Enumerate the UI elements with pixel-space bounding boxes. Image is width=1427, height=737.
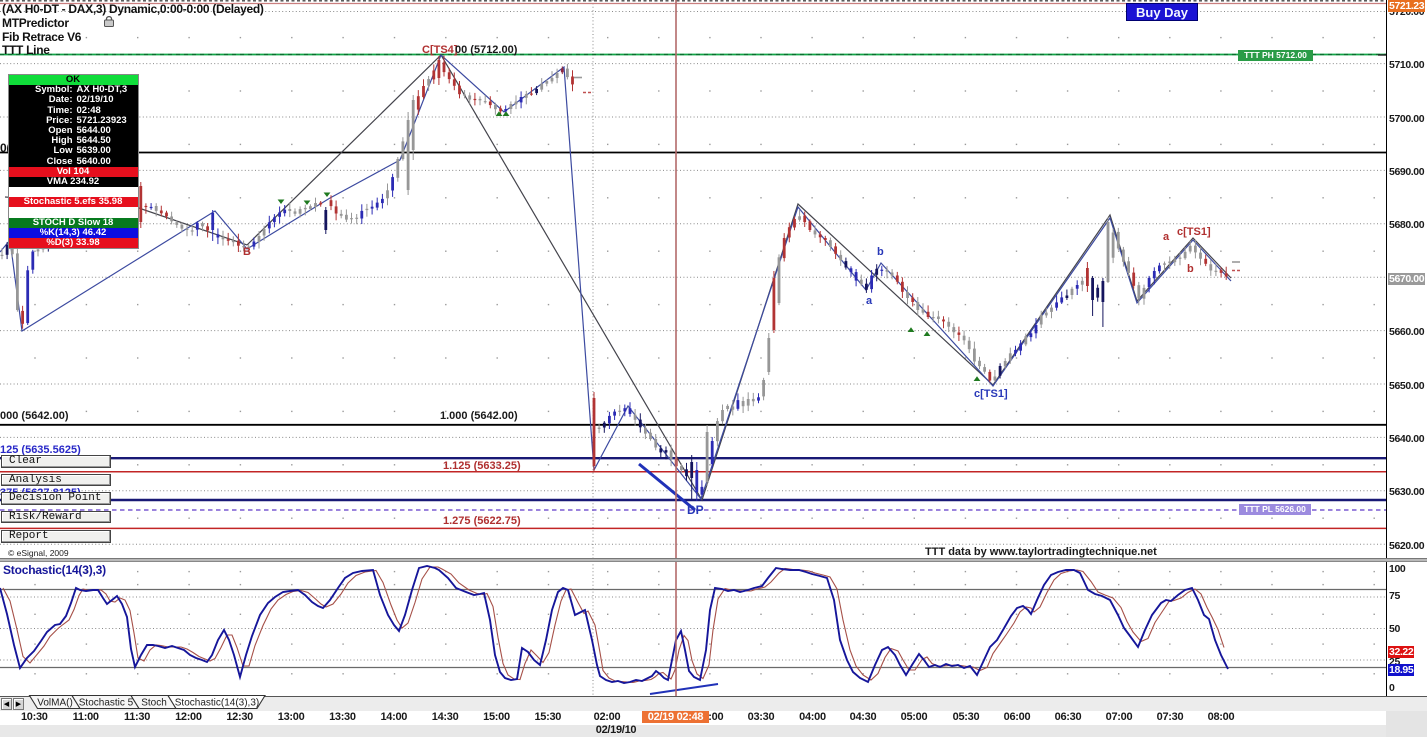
svg-text:VolMA(): VolMA() — [37, 698, 73, 709]
svg-text:Stochastic 5: Stochastic 5 — [79, 698, 134, 709]
svg-text:Stochastic(14(3),3): Stochastic(14(3),3) — [175, 698, 259, 709]
svg-text:Stoch: Stoch — [141, 698, 167, 709]
